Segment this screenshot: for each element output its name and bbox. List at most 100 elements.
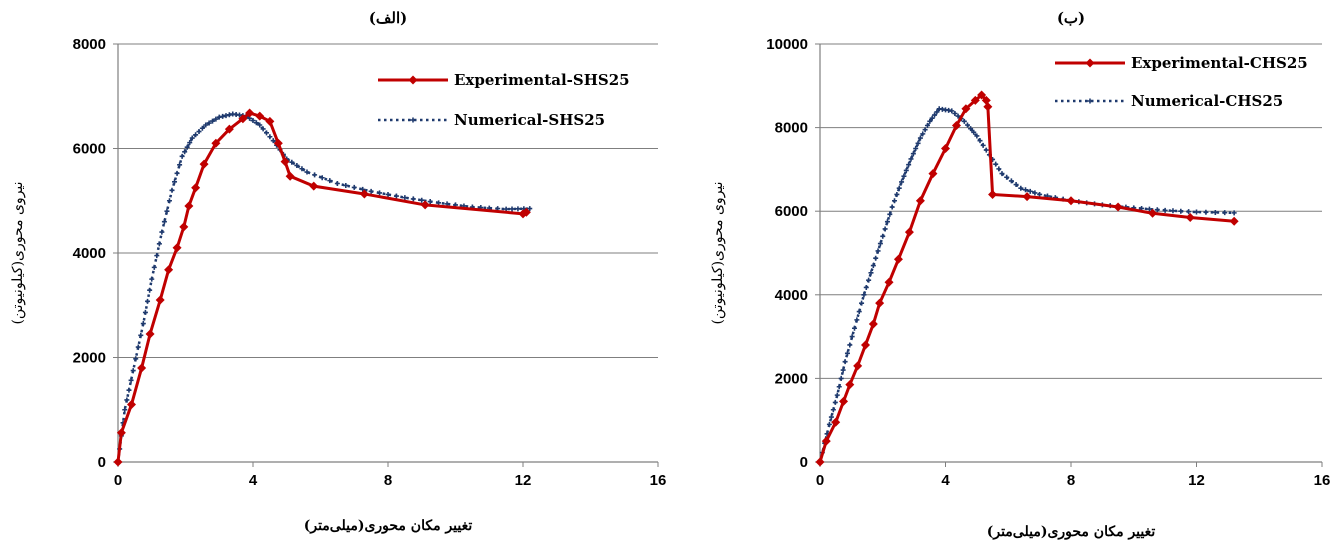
legend-label-experimental: Experimental-CHS25 [1131,54,1308,72]
data-point [917,135,923,141]
data-point [436,200,442,206]
data-point [1194,209,1199,215]
data-point [836,384,842,390]
data-point [137,363,147,373]
data-point [164,265,174,275]
data-point [159,229,165,235]
data-point [974,133,980,139]
data-point [964,122,970,128]
data-point [929,115,935,121]
series-points-numerical [817,106,1237,465]
data-point [138,332,144,338]
data-point [184,201,194,211]
x-tick-label: 0 [114,472,122,489]
data-point [419,197,425,203]
data-point [253,120,259,126]
data-point [140,321,146,327]
data-point [952,110,958,116]
data-point [155,295,165,305]
data-point [920,131,926,137]
x-tick-label: 4 [249,472,258,489]
y-tick-label: 10000 [766,36,808,53]
data-point [393,193,399,199]
data-point [924,123,930,129]
data-point [861,292,867,298]
data-point [996,166,1002,172]
data-point [210,118,215,124]
x-axis-label: تغییر مکان محوری(میلی‌متر) [987,524,1156,540]
data-point [839,396,849,406]
x-tick-label: 8 [384,472,392,489]
data-point [903,167,909,173]
chart-title: (الف) [369,9,407,27]
data-point [934,109,940,115]
data-point [402,195,408,201]
data-point [859,300,865,306]
series-points-experimental [113,108,531,467]
data-point [1229,216,1239,226]
data-point [842,359,848,365]
data-point [166,198,172,204]
data-point [913,146,919,151]
data-point [1231,210,1237,216]
legend: Experimental-SHS25 Numerical-SHS25 [378,71,630,129]
data-point [156,241,162,247]
data-point [915,140,921,146]
data-point [172,179,178,185]
legend-marker-experimental [1085,58,1095,68]
data-point [182,149,188,155]
data-point [1178,208,1184,214]
series-line-experimental [116,111,528,463]
data-point [265,116,275,126]
data-point [854,317,860,323]
y-tick-label: 8000 [775,120,808,137]
data-point [961,118,967,124]
data-point [1185,212,1195,222]
data-point [915,196,925,206]
data-point [368,188,374,194]
data-point [206,120,212,126]
data-point [1170,208,1176,214]
data-point [868,319,878,329]
data-point [877,241,883,247]
data-point [980,142,986,148]
y-tick-label: 4000 [775,287,808,304]
data-point [866,277,872,283]
data-point [977,90,987,100]
data-point [922,127,928,133]
data-point [149,276,155,282]
data-point [385,191,391,197]
data-point [828,414,834,420]
data-point [887,211,893,217]
data-point [377,190,383,196]
data-point [151,264,157,270]
data-point [245,108,255,118]
x-tick-label: 0 [816,472,824,489]
y-tick-label: 6000 [775,203,808,220]
x-axis-label: تغییر مکان محوری(میلی‌متر) [304,518,473,534]
data-point [884,219,890,225]
data-point [849,334,855,340]
data-point [908,156,914,162]
data-point [273,138,283,148]
x-tick-label: 12 [515,472,532,489]
data-point [289,159,295,165]
data-point [1023,187,1029,193]
data-point [270,138,276,144]
data-point [821,436,831,446]
data-point [983,147,989,153]
data-point [304,169,310,175]
data-point [142,309,148,315]
data-point [815,457,825,467]
data-point [955,113,961,119]
data-point [831,417,841,427]
y-tick-label: 0 [98,454,106,471]
data-point [927,118,933,124]
data-point [319,175,325,181]
data-point [868,270,874,276]
data-point [1146,206,1152,212]
data-point [847,342,853,348]
data-point [360,186,366,192]
data-point [1186,209,1192,215]
